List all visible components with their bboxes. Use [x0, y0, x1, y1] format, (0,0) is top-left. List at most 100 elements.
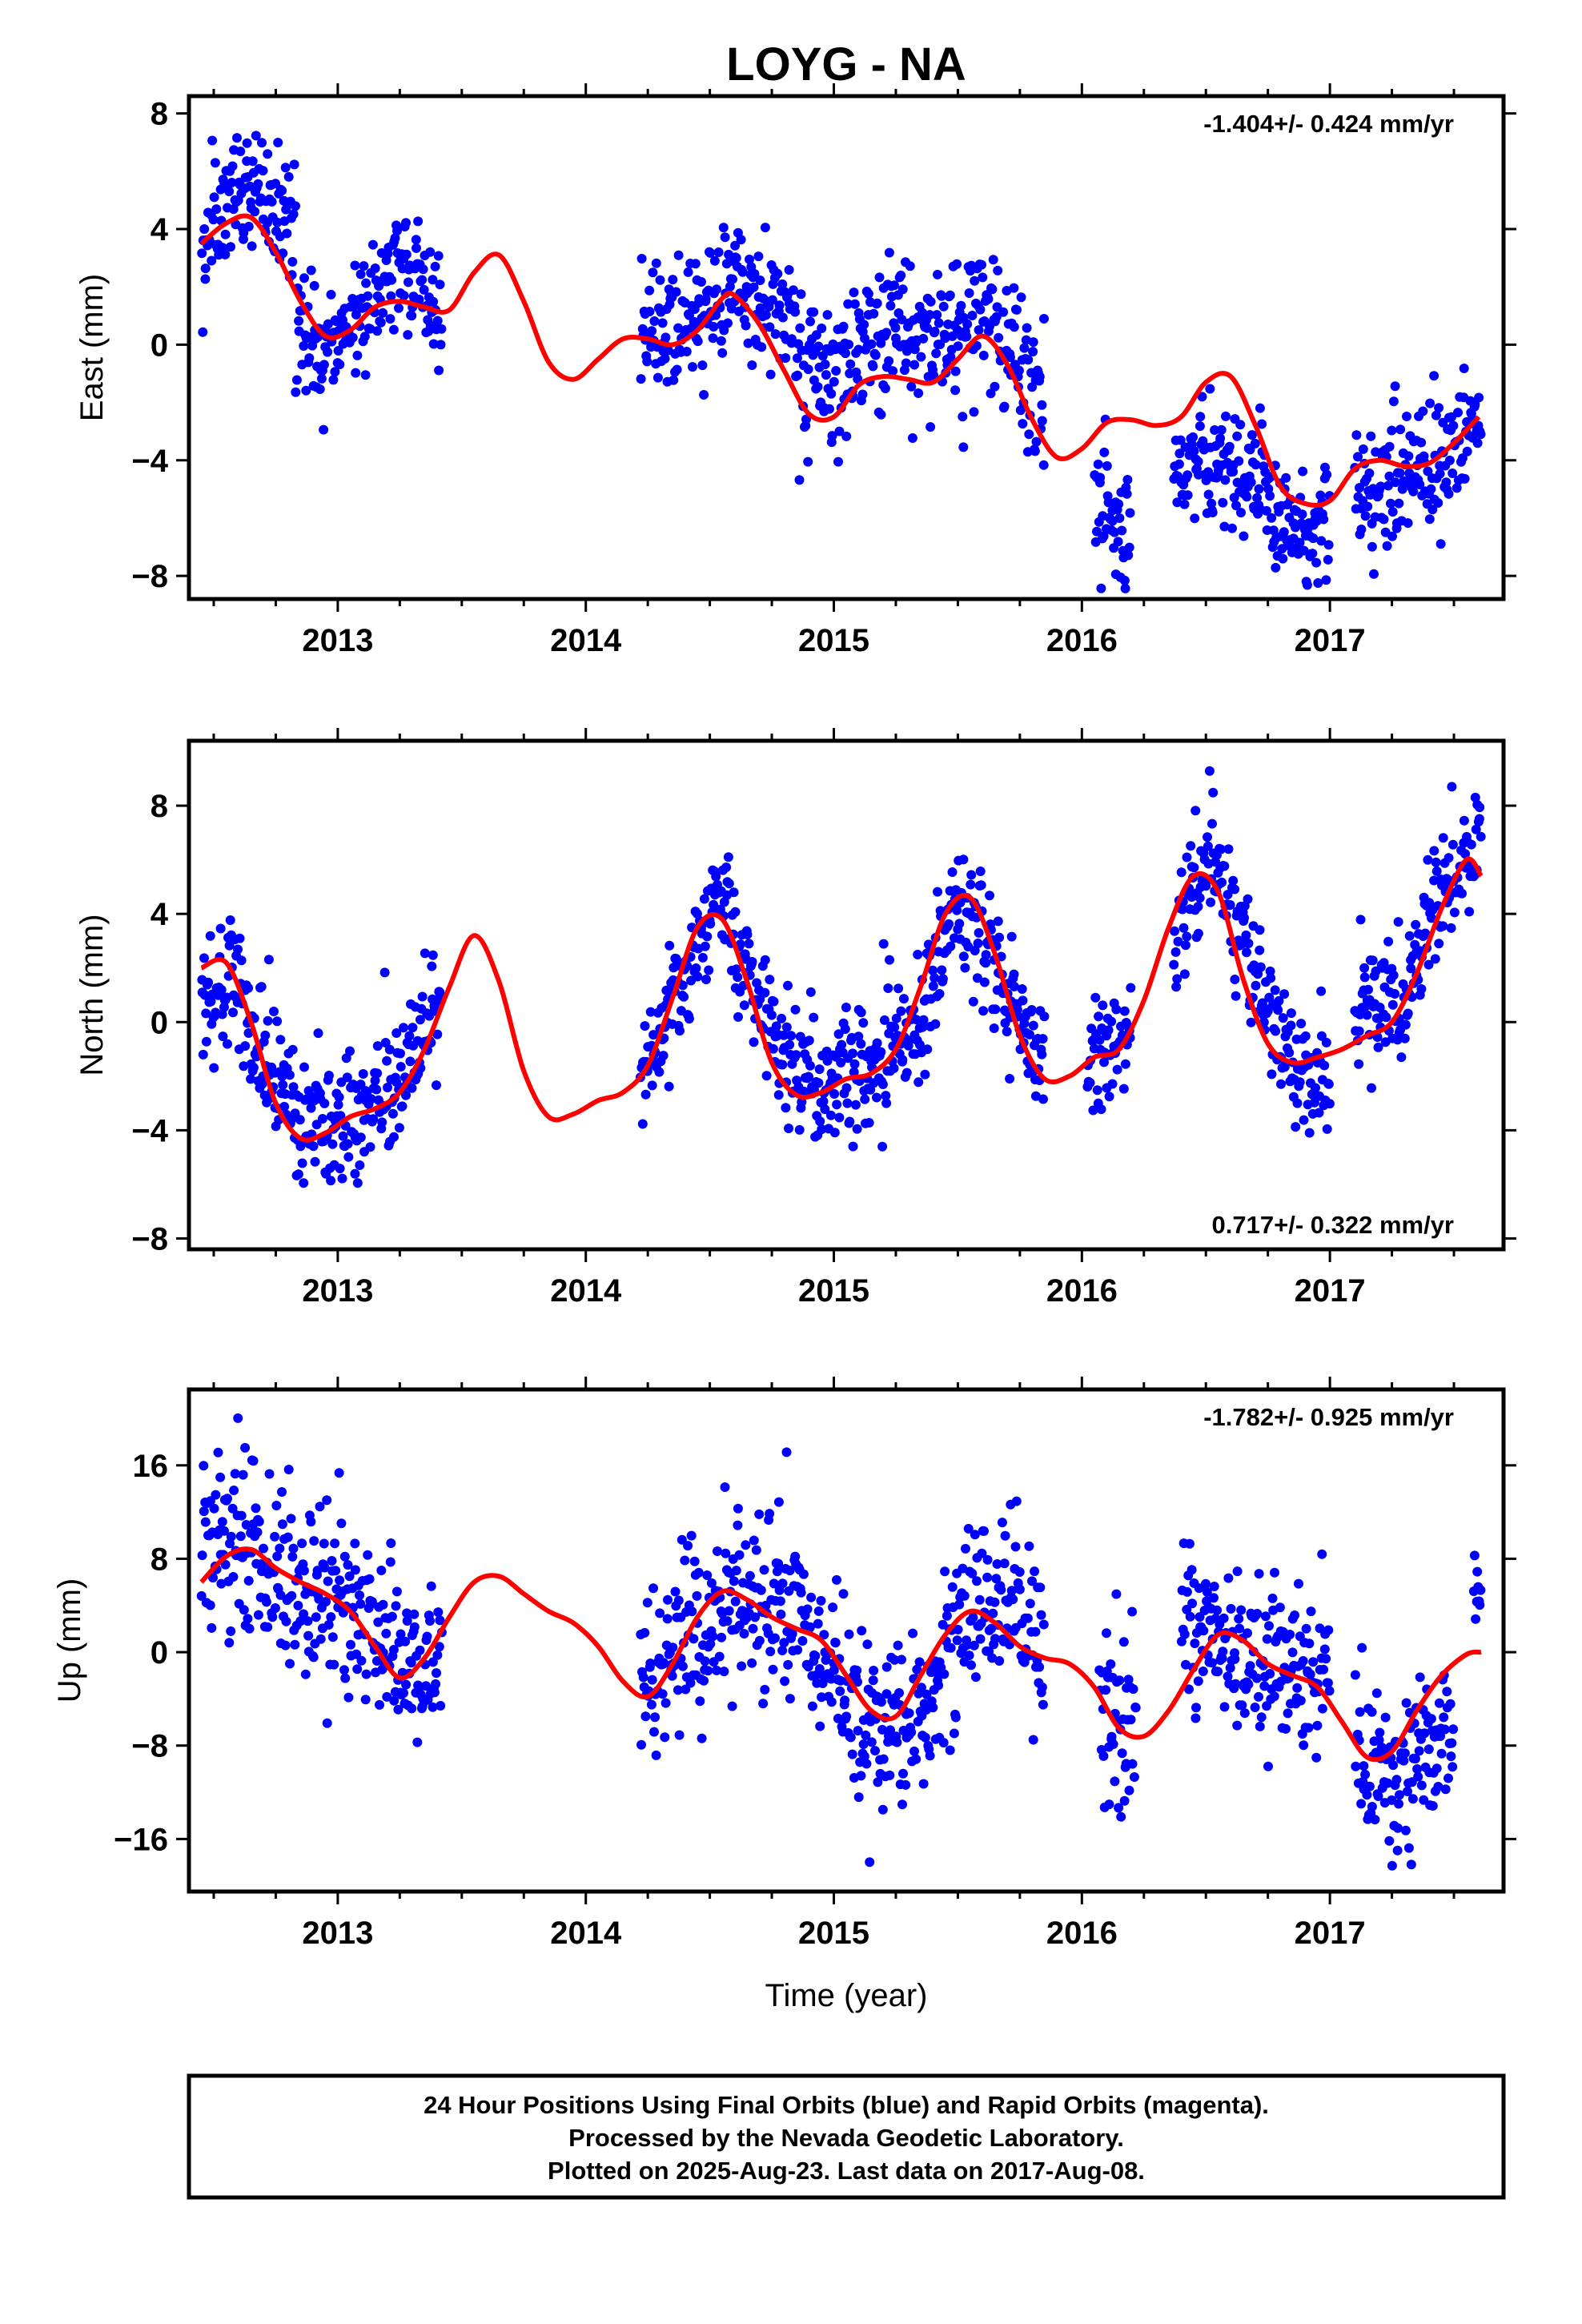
- east-data-point: [737, 267, 748, 277]
- up-data-point: [785, 1566, 795, 1576]
- up-data-point: [1213, 1667, 1223, 1677]
- up-data-point: [689, 1634, 699, 1644]
- up-data-point: [878, 1754, 889, 1764]
- up-data-point: [945, 1745, 955, 1755]
- east-data-point: [425, 247, 436, 257]
- north-data-point: [918, 1015, 929, 1025]
- up-data-point: [990, 1597, 1000, 1607]
- up-data-point: [1014, 1584, 1025, 1594]
- east-data-point: [1387, 531, 1397, 541]
- north-data-point: [813, 1078, 824, 1088]
- north-data-point: [1373, 1042, 1383, 1052]
- north-data-point: [1295, 1077, 1305, 1088]
- up-data-point: [870, 1746, 880, 1756]
- up-data-point: [1362, 1790, 1372, 1800]
- up-data-point: [1301, 1623, 1311, 1634]
- up-data-point: [925, 1751, 935, 1761]
- north-data-point: [1028, 1020, 1038, 1031]
- up-data-point: [703, 1666, 713, 1676]
- up-data-point: [777, 1578, 788, 1589]
- east-data-point: [1236, 508, 1246, 518]
- east-data-point: [932, 310, 942, 320]
- east-data-point: [1038, 460, 1049, 470]
- up-y-tick-label: 8: [151, 1542, 168, 1577]
- east-data-point: [999, 401, 1010, 412]
- north-data-point: [355, 1160, 365, 1170]
- east-data-point: [247, 156, 258, 167]
- north-data-point: [1106, 1016, 1117, 1027]
- up-data-point: [990, 1634, 1000, 1644]
- east-data-point: [1403, 451, 1414, 461]
- east-data-point: [661, 332, 671, 343]
- east-data-point: [876, 409, 886, 420]
- north-data-point: [323, 1071, 334, 1080]
- up-data-point: [857, 1626, 867, 1636]
- up-data-point: [885, 1725, 895, 1735]
- east-data-point: [909, 344, 920, 355]
- up-data-point: [793, 1645, 803, 1655]
- north-data-point: [779, 1030, 789, 1040]
- north-data-point: [721, 862, 732, 872]
- north-data-point: [1423, 854, 1433, 865]
- east-y-tick-label: −4: [131, 444, 168, 479]
- north-data-point: [645, 1007, 656, 1017]
- north-data-point: [209, 1063, 219, 1073]
- up-data-point: [1416, 1780, 1427, 1791]
- north-data-point: [308, 1141, 319, 1152]
- up-data-point: [1426, 1714, 1436, 1724]
- north-fit-curve: [200, 856, 1484, 1143]
- up-data-point: [412, 1737, 423, 1747]
- up-data-point: [727, 1701, 737, 1711]
- up-data-point: [1373, 1791, 1383, 1801]
- north-data-point: [848, 1048, 857, 1059]
- up-data-point: [881, 1689, 892, 1699]
- east-data-point: [767, 295, 777, 305]
- up-data-point: [1182, 1586, 1192, 1597]
- east-data-point: [872, 298, 882, 308]
- north-data-point: [391, 1028, 402, 1038]
- up-data-point: [1223, 1671, 1233, 1682]
- up-data-point: [350, 1565, 360, 1575]
- north-data-point: [1304, 1128, 1315, 1138]
- up-data-point: [375, 1699, 384, 1710]
- up-data-point: [1359, 1761, 1369, 1771]
- up-data-point: [1127, 1759, 1138, 1769]
- east-data-point: [636, 374, 646, 384]
- north-data-point: [1203, 832, 1212, 842]
- up-data-point: [415, 1645, 425, 1655]
- north-data-point: [1085, 1078, 1095, 1088]
- east-data-point: [1384, 441, 1395, 452]
- north-data-point: [993, 916, 1003, 927]
- east-data-point: [360, 370, 371, 380]
- north-data-point: [224, 940, 235, 951]
- up-data-point: [1265, 1669, 1275, 1679]
- north-data-point: [933, 887, 942, 897]
- east-data-point: [1203, 489, 1214, 500]
- north-data-point: [1201, 881, 1211, 891]
- east-data-point: [1435, 539, 1446, 549]
- east-data-point: [351, 309, 361, 320]
- up-data-point: [1106, 1659, 1116, 1669]
- up-data-point: [1011, 1496, 1022, 1506]
- up-data-point: [1264, 1621, 1274, 1631]
- up-data-point: [199, 1461, 209, 1471]
- up-data-point: [673, 1685, 683, 1695]
- up-data-point: [319, 1562, 330, 1573]
- north-data-point: [765, 975, 775, 985]
- up-data-point: [756, 1585, 766, 1595]
- north-data-point: [911, 1015, 921, 1025]
- up-data-point: [281, 1616, 291, 1626]
- east-data-point: [1443, 489, 1454, 499]
- north-data-point: [228, 1007, 238, 1018]
- east-data-point: [1453, 408, 1463, 418]
- up-data-point: [940, 1566, 950, 1577]
- north-data-point: [343, 1139, 353, 1149]
- north-y-tick-label: −4: [131, 1113, 168, 1148]
- east-data-point: [1426, 484, 1436, 494]
- north-data-point: [1241, 930, 1251, 940]
- up-data-point: [1254, 1691, 1263, 1702]
- east-data-point: [1387, 425, 1397, 436]
- up-data-point: [309, 1536, 319, 1546]
- up-data-point: [1028, 1735, 1038, 1745]
- up-data-point: [205, 1600, 215, 1610]
